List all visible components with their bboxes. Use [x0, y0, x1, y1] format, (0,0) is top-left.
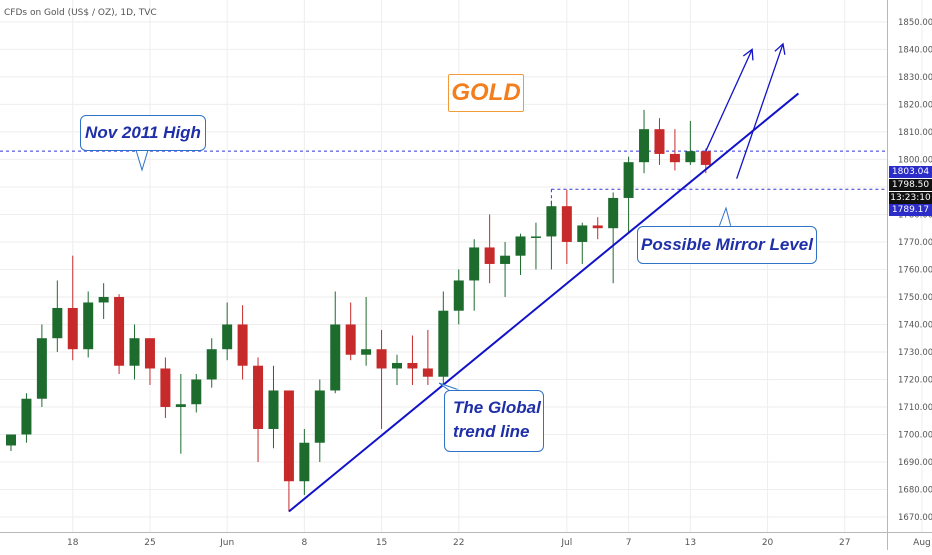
- nov-2011-high-callout: Nov 2011 High: [80, 115, 206, 151]
- candle-body-up: [361, 349, 371, 355]
- y-tick-label: 1800.00: [898, 155, 932, 165]
- mirror-level-text: Possible Mirror Level: [641, 235, 813, 255]
- trend-line-text-2: trend line: [453, 420, 543, 444]
- candle-body-up: [130, 338, 140, 366]
- candle-body-up: [83, 302, 93, 349]
- candle-body-down: [670, 154, 680, 162]
- candle-body-up: [546, 206, 556, 236]
- x-tick-label: 22: [453, 538, 464, 548]
- y-tick-label: 1840.00: [898, 45, 932, 55]
- y-tick-label: 1730.00: [898, 348, 932, 358]
- candle-body-up: [268, 390, 278, 429]
- candle-body-up: [99, 297, 109, 303]
- y-tick-label: 1670.00: [898, 513, 932, 523]
- candle-body-down: [654, 129, 664, 154]
- candle-body-up: [315, 390, 325, 442]
- y-tick-label: 1700.00: [898, 430, 932, 440]
- candle-body-up: [52, 308, 62, 338]
- mirror-level-callout: Possible Mirror Level: [637, 226, 817, 264]
- candle-body-up: [207, 349, 217, 379]
- global-trend-line: [289, 93, 799, 511]
- x-tick-label: 20: [762, 538, 774, 548]
- candle-body-up: [299, 443, 309, 482]
- callout-pointer: [136, 150, 148, 170]
- candle-body-down: [145, 338, 155, 368]
- x-tick-label: Aug: [913, 538, 931, 548]
- x-tick-label: 25: [144, 538, 155, 548]
- candle-body-down: [346, 324, 356, 354]
- y-tick-label: 1740.00: [898, 320, 932, 330]
- candle-body-up: [438, 311, 448, 377]
- candle-body-up: [454, 280, 464, 310]
- candle-body-down: [485, 247, 495, 264]
- level-high-price-tag: 1803.04: [889, 166, 932, 178]
- candle-body-up: [577, 225, 587, 242]
- candle-body-up: [500, 256, 510, 264]
- candle-body-up: [21, 399, 31, 435]
- candle-body-down: [238, 324, 248, 365]
- nov-2011-high-text: Nov 2011 High: [85, 123, 201, 143]
- candle-body-down: [593, 225, 603, 228]
- level-mirror-price-tag: 1789.17: [889, 204, 932, 216]
- countdown-tag: 13:23:10: [889, 192, 932, 204]
- x-tick-label: Jul: [560, 538, 572, 548]
- x-tick-label: 13: [685, 538, 696, 548]
- x-tick-label: 15: [376, 538, 387, 548]
- candle-body-up: [222, 324, 232, 349]
- y-tick-label: 1750.00: [898, 293, 932, 303]
- candle-body-down: [114, 297, 124, 366]
- y-tick-label: 1710.00: [898, 403, 932, 413]
- candle-body-down: [701, 151, 711, 165]
- candle-body-up: [608, 198, 618, 228]
- candle-body-up: [516, 236, 526, 255]
- candle-body-up: [330, 324, 340, 390]
- candle-body-up: [176, 404, 186, 407]
- y-tick-label: 1770.00: [898, 238, 932, 248]
- trend-line-text-1: The Global: [453, 396, 543, 420]
- y-tick-label: 1850.00: [898, 18, 932, 28]
- candle-body-down: [562, 206, 572, 242]
- callout-pointer: [719, 208, 731, 227]
- y-tick-label: 1810.00: [898, 128, 932, 138]
- candle-body-up: [392, 363, 402, 369]
- candle-body-down: [253, 366, 263, 429]
- y-tick-label: 1690.00: [898, 458, 932, 468]
- y-tick-label: 1680.00: [898, 485, 932, 495]
- x-tick-label: 7: [626, 538, 632, 548]
- x-tick-label: Jun: [219, 538, 234, 548]
- candle-body-up: [6, 434, 16, 445]
- candle-body-up: [639, 129, 649, 162]
- last-price-tag: 1798.50: [889, 179, 932, 191]
- candle-body-down: [423, 368, 433, 376]
- candle-body-down: [407, 363, 417, 369]
- trend-line-callout: The Global trend line: [444, 390, 544, 452]
- candle-body-up: [685, 151, 695, 162]
- candle-body-up: [531, 236, 541, 238]
- candle-body-up: [191, 379, 201, 404]
- chart-title: CFDs on Gold (US$ / OZ), 1D, TVC: [4, 8, 157, 18]
- y-tick-label: 1760.00: [898, 265, 932, 275]
- candle-body-down: [68, 308, 78, 349]
- candle-body-down: [160, 368, 170, 407]
- y-tick-label: 1820.00: [898, 100, 932, 110]
- y-tick-label: 1720.00: [898, 375, 932, 385]
- y-tick-label: 1830.00: [898, 73, 932, 83]
- x-tick-label: 27: [839, 538, 850, 548]
- candle-body-up: [469, 247, 479, 280]
- x-tick-label: 18: [67, 538, 79, 548]
- gold-label: GOLD: [448, 74, 524, 112]
- candle-body-up: [37, 338, 47, 399]
- x-tick-label: 8: [301, 538, 307, 548]
- candle-body-down: [377, 349, 387, 368]
- candle-body-up: [624, 162, 634, 198]
- candle-body-down: [284, 390, 294, 481]
